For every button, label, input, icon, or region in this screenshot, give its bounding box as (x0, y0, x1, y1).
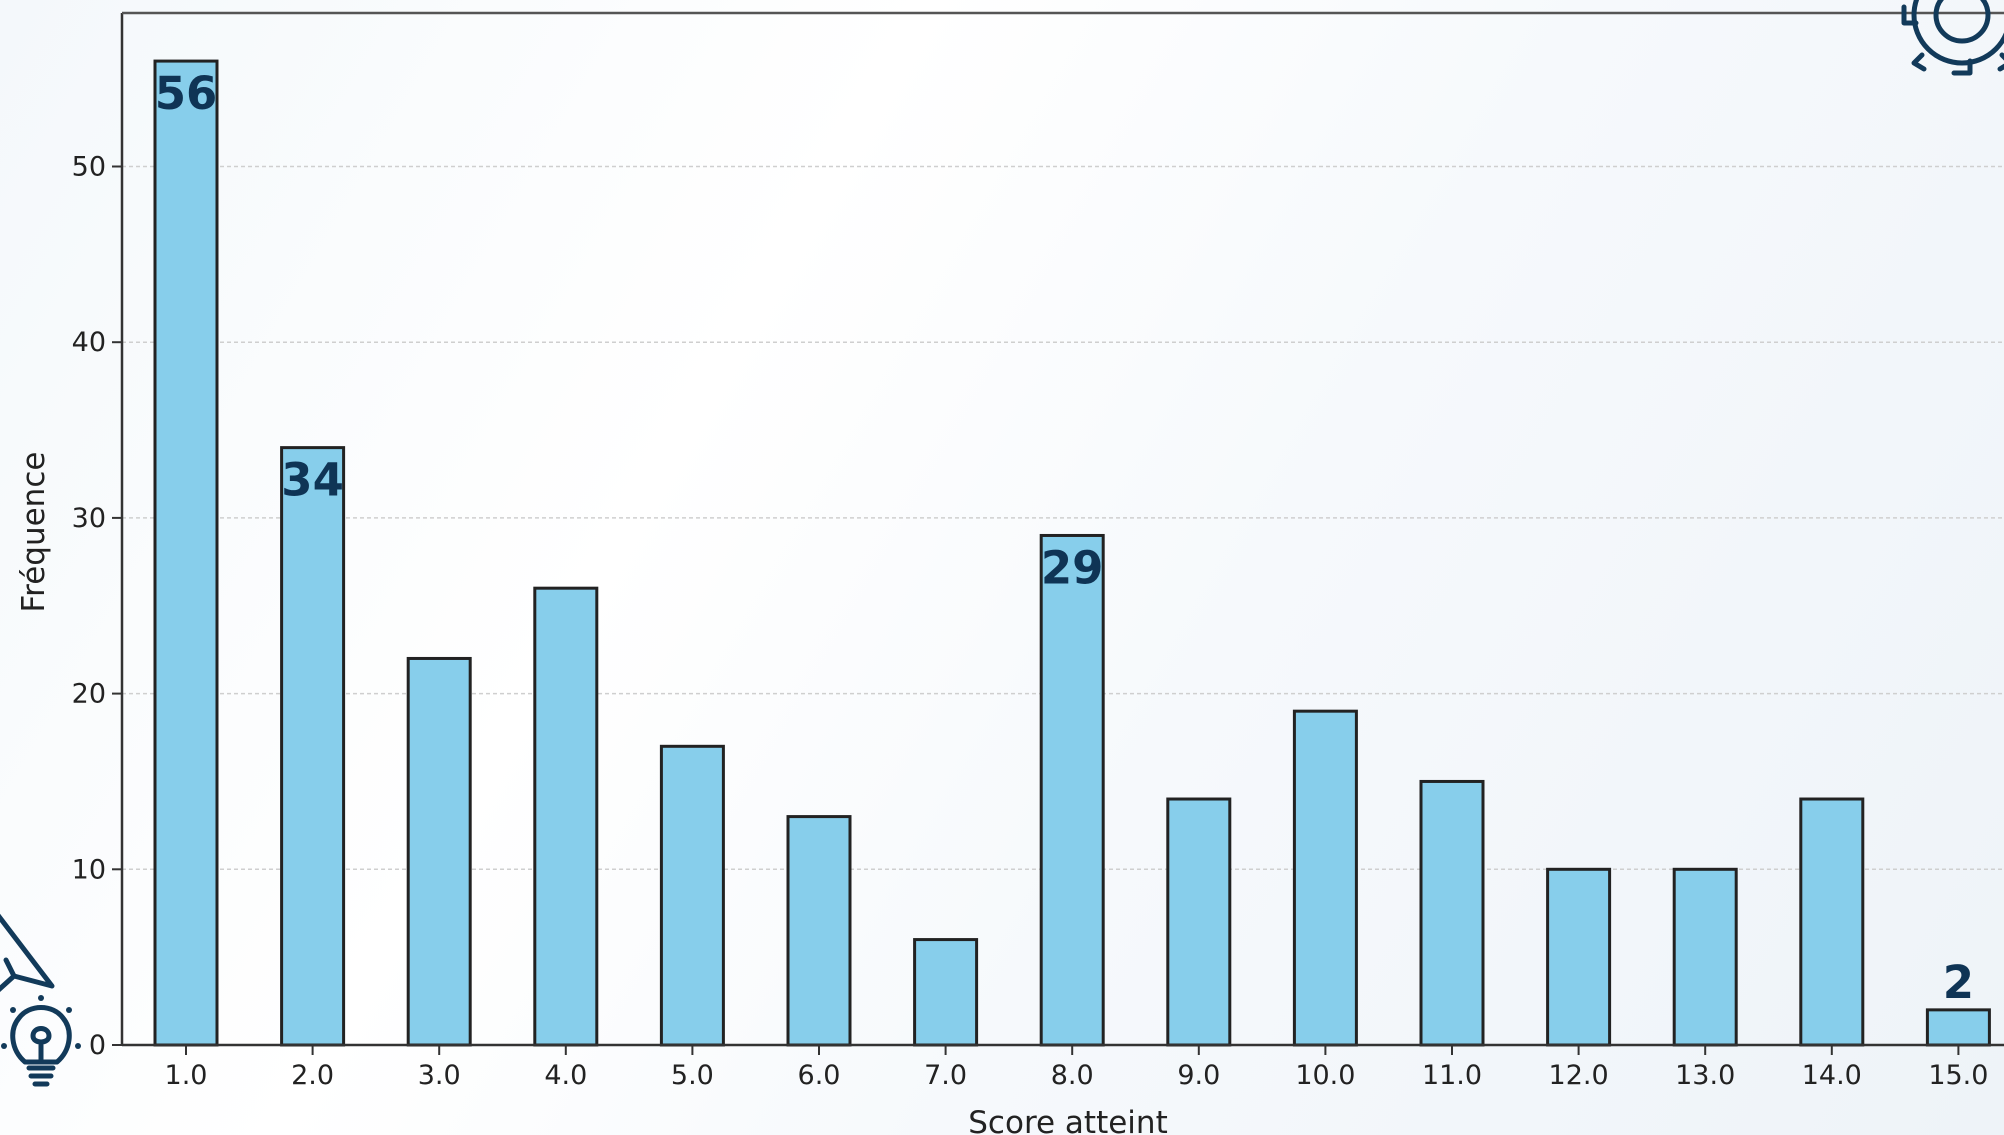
x-tick-label: 7.0 (924, 1060, 967, 1091)
data-label: 29 (1041, 541, 1104, 594)
x-tick-label: 15.0 (1928, 1060, 1988, 1091)
bar (786, 815, 852, 1047)
x-tick-label: 12.0 (1549, 1060, 1609, 1091)
x-tick-label: 11.0 (1422, 1060, 1482, 1091)
bar (280, 446, 346, 1047)
x-tick-label: 1.0 (165, 1060, 208, 1091)
bar (1546, 867, 1612, 1047)
x-tick-label: 10.0 (1295, 1060, 1355, 1091)
gear-icon (1901, 0, 2004, 76)
bar (1292, 709, 1358, 1047)
bar (1672, 867, 1738, 1047)
x-tick-label: 3.0 (418, 1060, 461, 1091)
paper-plane-icon (0, 913, 55, 992)
x-axis-label: Score atteint (968, 1105, 1167, 1135)
x-tick-label: 2.0 (291, 1060, 334, 1091)
axes (120, 11, 2004, 1047)
bars (153, 59, 1991, 1047)
bar (913, 938, 979, 1047)
bar (533, 586, 599, 1047)
bar (1039, 533, 1105, 1047)
x-tick-label: 5.0 (671, 1060, 714, 1091)
y-tick-label: 40 (72, 327, 106, 358)
x-tick-label: 13.0 (1675, 1060, 1735, 1091)
y-tick-label: 30 (72, 503, 106, 534)
bar (1419, 779, 1485, 1047)
x-tick-label: 8.0 (1051, 1060, 1094, 1091)
x-tick-label: 4.0 (544, 1060, 587, 1091)
data-label: 2 (1943, 956, 1974, 1009)
data-label: 56 (155, 67, 218, 120)
data-label: 34 (281, 454, 344, 507)
bar (1799, 797, 1865, 1047)
x-ticks: 1.0 2.0 3.0 4.0 5.0 6.0 7.0 8.0 9.0 10.0 11.0 12.0 1… (165, 1045, 1988, 1091)
x-tick-label: 9.0 (1177, 1060, 1220, 1091)
bar (1166, 797, 1232, 1047)
bar (659, 744, 725, 1047)
y-ticks: 0 10 20 30 40 50 (72, 152, 122, 1061)
data-labels: 56 34 29 2 (155, 67, 1974, 1009)
x-tick-label: 14.0 (1802, 1060, 1862, 1091)
y-tick-label: 20 (72, 679, 106, 710)
lightbulb-icon (1, 995, 81, 1087)
y-tick-label: 10 (72, 854, 106, 885)
bar (1925, 1008, 1991, 1047)
bar (406, 656, 472, 1047)
y-tick-label: 0 (89, 1030, 106, 1061)
y-tick-label: 50 (72, 152, 106, 183)
y-axis-label: Fréquence (16, 452, 52, 613)
bar (153, 59, 219, 1047)
x-tick-label: 6.0 (798, 1060, 841, 1091)
